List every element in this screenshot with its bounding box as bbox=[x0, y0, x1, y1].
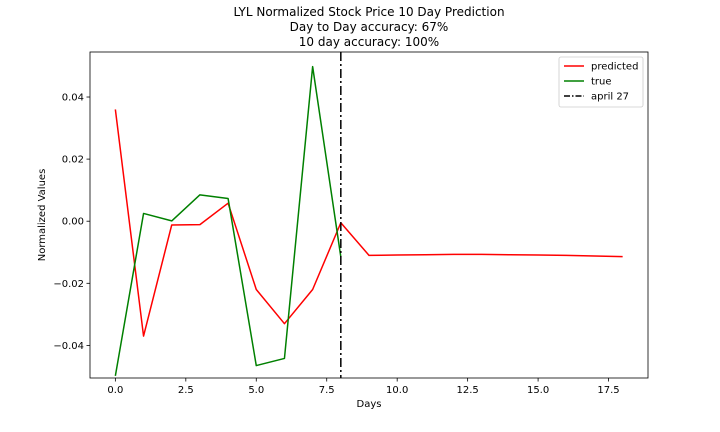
legend-label: predicted bbox=[591, 62, 638, 73]
y-tick-label: 0.02 bbox=[62, 155, 84, 166]
x-tick-label: 2.5 bbox=[178, 385, 194, 396]
y-tick-label: −0.02 bbox=[53, 279, 84, 290]
chart-title-line: Day to Day accuracy: 67% bbox=[290, 20, 449, 34]
plot-content bbox=[114, 52, 623, 378]
x-tick-label: 17.5 bbox=[597, 385, 619, 396]
legend-label: true bbox=[591, 77, 612, 88]
chart-title: LYL Normalized Stock Price 10 Day Predic… bbox=[233, 5, 504, 49]
legend: predicted true april 27 bbox=[558, 56, 644, 108]
chart-title-line: 10 day accuracy: 100% bbox=[299, 35, 439, 49]
plot-frame bbox=[89, 51, 649, 379]
y-tick-label: 0.04 bbox=[62, 93, 84, 104]
x-tick-label: 0.0 bbox=[107, 385, 123, 396]
x-tick-label: 12.5 bbox=[457, 385, 479, 396]
x-tick-label: 7.5 bbox=[319, 385, 335, 396]
x-tick-label: 5.0 bbox=[248, 385, 264, 396]
axis-ticks: 0.0 2.5 5.0 7.5 10.0 12.5 15.0 17.5 −0.04 −0.02 0.… bbox=[53, 93, 619, 396]
y-axis-label: Normalized Values bbox=[37, 169, 48, 262]
x-tick-label: 10.0 bbox=[386, 385, 408, 396]
x-tick-label: 15.0 bbox=[527, 385, 549, 396]
x-axis-label: Days bbox=[357, 399, 382, 410]
series-line-true bbox=[114, 65, 342, 376]
legend-box bbox=[558, 56, 644, 108]
y-tick-label: −0.04 bbox=[53, 341, 84, 352]
series-line-predicted bbox=[114, 109, 623, 337]
chart-title-line: LYL Normalized Stock Price 10 Day Predic… bbox=[233, 5, 504, 19]
legend-label: april 27 bbox=[591, 92, 629, 103]
y-tick-label: 0.00 bbox=[62, 217, 84, 228]
